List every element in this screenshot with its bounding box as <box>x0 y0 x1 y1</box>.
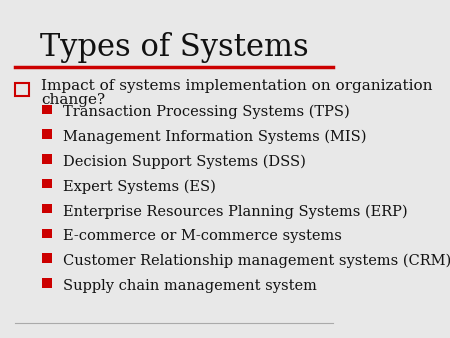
FancyBboxPatch shape <box>42 254 52 263</box>
FancyBboxPatch shape <box>42 229 52 238</box>
Text: Supply chain management system: Supply chain management system <box>63 279 317 293</box>
FancyBboxPatch shape <box>42 179 52 189</box>
Text: Types of Systems: Types of Systems <box>40 31 309 63</box>
Text: Enterprise Resources Planning Systems (ERP): Enterprise Resources Planning Systems (E… <box>63 204 408 219</box>
FancyBboxPatch shape <box>15 83 29 96</box>
Text: Transaction Processing Systems (TPS): Transaction Processing Systems (TPS) <box>63 105 350 119</box>
FancyBboxPatch shape <box>42 129 52 139</box>
Text: Decision Support Systems (DSS): Decision Support Systems (DSS) <box>63 154 306 169</box>
Text: Customer Relationship management systems (CRM): Customer Relationship management systems… <box>63 254 450 268</box>
Text: Management Information Systems (MIS): Management Information Systems (MIS) <box>63 130 366 144</box>
Text: Expert Systems (ES): Expert Systems (ES) <box>63 179 216 194</box>
FancyBboxPatch shape <box>42 105 52 114</box>
Text: change?: change? <box>41 93 105 107</box>
FancyBboxPatch shape <box>42 204 52 213</box>
Text: Impact of systems implementation on organization: Impact of systems implementation on orga… <box>41 79 432 93</box>
Text: E-commerce or M-commerce systems: E-commerce or M-commerce systems <box>63 229 342 243</box>
FancyBboxPatch shape <box>42 154 52 164</box>
FancyBboxPatch shape <box>42 278 52 288</box>
